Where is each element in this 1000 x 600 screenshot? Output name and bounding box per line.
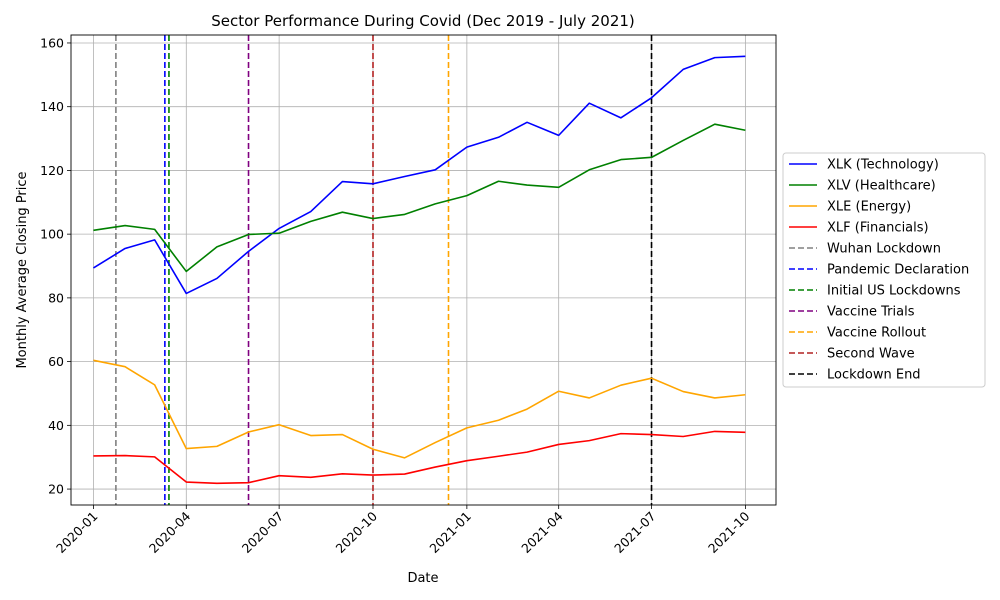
series-line-3 — [93, 430, 746, 485]
legend-label-7: Vaccine Trials — [827, 305, 915, 320]
series-lines — [93, 55, 746, 485]
x-tick-label: 2020-10 — [333, 508, 381, 556]
y-tick-label: 40 — [48, 418, 64, 433]
x-tick-label: 2021-10 — [705, 508, 753, 556]
plot-frame — [70, 34, 777, 506]
x-axis-title: Date — [407, 571, 438, 586]
y-tick-label: 160 — [40, 35, 64, 50]
chart-title: Sector Performance During Covid (Dec 201… — [211, 12, 635, 30]
y-tick-label: 60 — [48, 354, 64, 369]
event-lines — [115, 35, 653, 505]
x-axis: 2020-01 2020-04 2020-07 2020-10 2021-01 2021-… — [53, 505, 753, 556]
legend: XLK (Technology) XLV (Healthcare) XLE (Ene… — [782, 152, 986, 388]
series-line-0 — [93, 55, 746, 295]
x-tick-label: 2021-04 — [518, 508, 566, 556]
legend-label-9: Second Wave — [827, 347, 915, 362]
legend-label-4: Wuhan Lockdown — [827, 242, 941, 257]
y-axis: 20 40 60 80 100 120 140 160 — [40, 35, 71, 497]
x-tick-label: 2021-07 — [611, 509, 659, 557]
x-tick-label: 2020-07 — [239, 509, 287, 557]
y-tick-label: 80 — [48, 290, 64, 305]
x-tick-label: 2020-04 — [146, 508, 194, 556]
legend-label-10: Lockdown End — [827, 368, 921, 383]
y-tick-label: 120 — [40, 163, 64, 178]
x-tick-label: 2021-01 — [426, 509, 474, 557]
x-tick-label: 2020-01 — [53, 509, 101, 557]
y-tick-label: 140 — [40, 99, 64, 114]
legend-label-2: XLE (Energy) — [827, 200, 911, 215]
legend-label-5: Pandemic Declaration — [827, 263, 969, 278]
series-line-2 — [93, 359, 746, 459]
y-axis-title: Monthly Average Closing Price — [15, 171, 30, 368]
grid-lines — [71, 35, 776, 505]
y-tick-label: 20 — [48, 482, 64, 497]
legend-label-0: XLK (Technology) — [827, 158, 939, 173]
legend-label-3: XLF (Financials) — [827, 221, 929, 236]
legend-label-8: Vaccine Rollout — [827, 326, 926, 341]
legend-box — [782, 152, 986, 388]
y-tick-label: 100 — [40, 227, 64, 242]
legend-label-6: Initial US Lockdowns — [827, 284, 961, 299]
legend-label-1: XLV (Healthcare) — [827, 179, 936, 194]
series-line-1 — [93, 123, 746, 273]
